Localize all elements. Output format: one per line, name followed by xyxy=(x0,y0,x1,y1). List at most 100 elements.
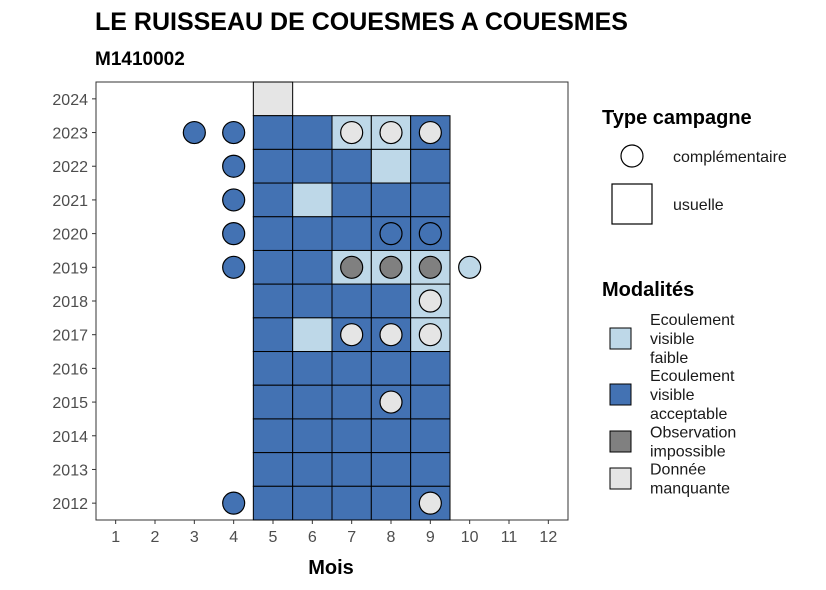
y-tick-label: 2014 xyxy=(52,429,88,446)
y-tick-label: 2020 xyxy=(52,227,88,244)
y-tick-label: 2017 xyxy=(52,328,88,345)
tile-2022-6 xyxy=(292,148,333,184)
point-2020-4 xyxy=(222,222,246,246)
y-tick-label: 2018 xyxy=(52,294,88,311)
tile-2022-7 xyxy=(331,148,372,184)
point-2017-7 xyxy=(340,323,364,347)
tile-2013-7 xyxy=(331,452,372,487)
tile-2021-6 xyxy=(292,182,333,218)
point-2023-3 xyxy=(182,120,206,145)
tile-2016-7 xyxy=(331,351,372,386)
x-tick-label: 4 xyxy=(229,529,238,546)
tile-2018-7 xyxy=(331,283,372,319)
x-tick-label: 2 xyxy=(151,529,160,546)
x-axis: 1 2 3 4 5 6 7 8 9 10 11 12 xyxy=(111,520,557,546)
tile-2022-8 xyxy=(370,148,412,184)
legend-campaign-type: Type campagne complémentaire usuelle xyxy=(602,107,787,225)
point-2017-8 xyxy=(379,323,403,347)
legend-key-impossible xyxy=(609,430,632,453)
legend-label-faible: Ecoulement visible faible xyxy=(650,312,735,367)
x-tick-label: 12 xyxy=(539,529,557,546)
x-tick-label: 10 xyxy=(461,529,479,546)
x-tick-label: 1 xyxy=(111,529,120,546)
tile-2022-9 xyxy=(410,148,451,184)
tile-2019-6 xyxy=(292,249,333,285)
legend-key-usuelle xyxy=(611,183,653,225)
legend-label-complementaire: complémentaire xyxy=(673,149,787,166)
point-2019-10 xyxy=(458,255,482,279)
chart-subtitle: M1410002 xyxy=(95,49,185,70)
tile-2014-9 xyxy=(410,418,451,454)
tile-2020-5 xyxy=(252,216,294,251)
point-2012-9 xyxy=(418,491,442,515)
point-2023-9 xyxy=(418,120,442,145)
legend-key-manquante xyxy=(609,467,632,490)
tile-2014-8 xyxy=(370,418,412,454)
point-2018-9 xyxy=(418,289,442,313)
point-2021-4 xyxy=(222,188,246,212)
legend-key-complementaire xyxy=(620,144,644,168)
tile-2015-9 xyxy=(410,384,451,420)
y-tick-label: 2012 xyxy=(52,496,88,513)
x-tick-label: 11 xyxy=(501,529,518,546)
points-layer xyxy=(182,120,482,515)
tile-2024-5 xyxy=(252,81,294,117)
point-2020-9 xyxy=(418,222,442,246)
point-2015-8 xyxy=(379,390,403,414)
y-tick-label: 2015 xyxy=(52,395,88,412)
legend-label-impossible: Observation impossible xyxy=(650,425,736,461)
tile-2021-7 xyxy=(331,182,372,218)
tile-2019-5 xyxy=(252,249,294,285)
tile-2015-7 xyxy=(331,384,372,420)
y-axis: 2012 2013 2014 2015 2016 2017 2018 2019 2020 2021… xyxy=(52,92,96,513)
tile-2015-6 xyxy=(292,384,333,420)
tile-2018-8 xyxy=(370,283,412,319)
y-tick-label: 2023 xyxy=(52,126,88,143)
tile-2020-6 xyxy=(292,216,333,251)
tile-2017-6 xyxy=(292,317,333,353)
x-tick-label: 8 xyxy=(387,529,396,546)
tile-2014-7 xyxy=(331,418,372,454)
tile-2017-5 xyxy=(252,317,294,353)
legend-modalities: Modalités Ecoulement visible faibleEcouleme… xyxy=(602,279,736,498)
tile-2022-5 xyxy=(252,148,294,184)
legend-label-usuelle: usuelle xyxy=(673,197,724,214)
y-tick-label: 2024 xyxy=(52,92,88,109)
tile-2013-6 xyxy=(292,452,333,487)
x-tick-label: 7 xyxy=(347,529,356,546)
point-2023-4 xyxy=(222,120,246,145)
tile-2016-9 xyxy=(410,351,451,386)
tile-2014-6 xyxy=(292,418,333,454)
tile-2012-6 xyxy=(292,485,333,521)
point-2022-4 xyxy=(222,154,246,178)
tile-2016-5 xyxy=(252,351,294,386)
tile-2023-6 xyxy=(292,115,333,150)
tile-2013-5 xyxy=(252,452,294,487)
y-tick-label: 2016 xyxy=(52,361,88,378)
tile-2021-5 xyxy=(252,182,294,218)
tile-2021-9 xyxy=(410,182,451,218)
tile-2023-5 xyxy=(252,115,294,150)
point-2019-8 xyxy=(379,255,403,279)
tile-2020-7 xyxy=(331,216,372,251)
point-2019-7 xyxy=(340,255,364,279)
point-2017-9 xyxy=(418,323,442,347)
tile-2021-8 xyxy=(370,182,412,218)
point-2012-4 xyxy=(222,491,246,515)
point-2023-7 xyxy=(340,120,364,145)
tile-2014-5 xyxy=(252,418,294,454)
tile-2015-5 xyxy=(252,384,294,420)
tile-2016-8 xyxy=(370,351,412,386)
legend-key-acceptable xyxy=(609,383,632,406)
tile-2012-8 xyxy=(370,485,412,521)
tile-2013-9 xyxy=(410,452,451,487)
x-axis-title: Mois xyxy=(308,557,354,579)
x-tick-label: 9 xyxy=(426,529,435,546)
point-2023-8 xyxy=(379,120,403,145)
y-tick-label: 2019 xyxy=(52,260,88,277)
x-tick-label: 5 xyxy=(269,529,278,546)
legend-label-acceptable: Ecoulement visible acceptable xyxy=(650,368,735,423)
legend-key-faible xyxy=(609,327,632,350)
legend-modalities-title: Modalités xyxy=(602,279,694,301)
x-tick-label: 3 xyxy=(190,529,199,546)
